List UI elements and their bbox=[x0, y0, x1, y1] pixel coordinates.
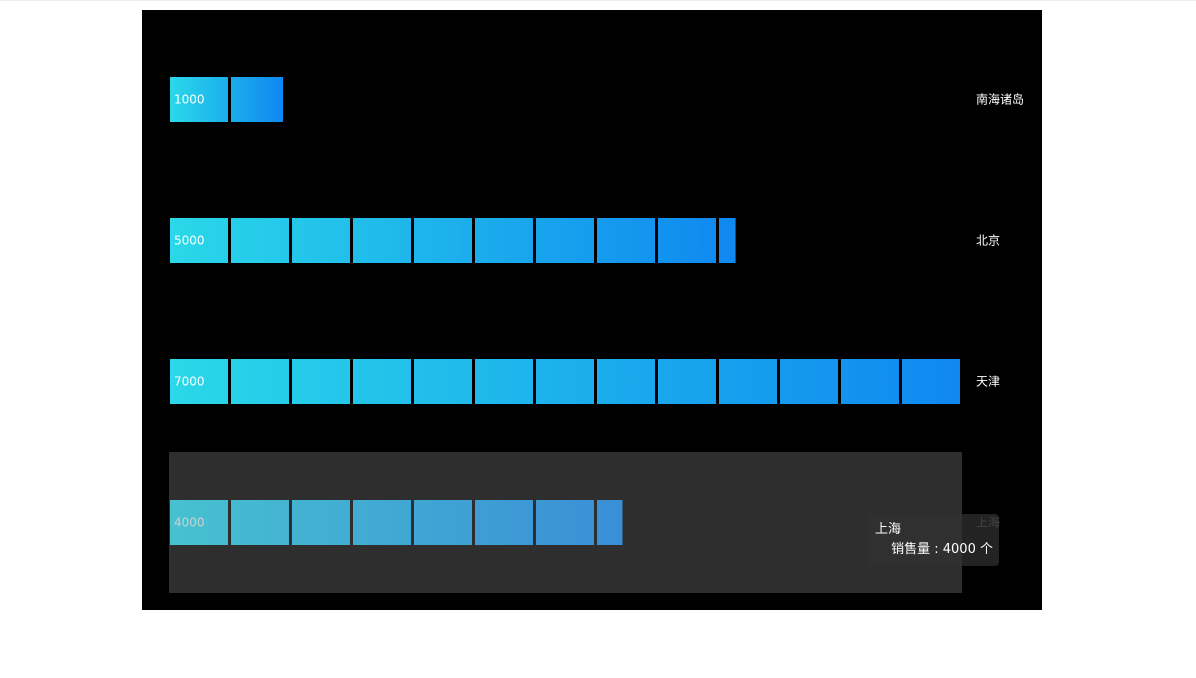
top-divider bbox=[0, 0, 1196, 1]
tooltip-line: 销售量 : 4000 个 bbox=[875, 541, 993, 559]
bar-gap bbox=[655, 359, 658, 404]
bar-value-label: 1000 bbox=[174, 93, 205, 107]
bar-gap bbox=[655, 218, 658, 263]
bar-fill bbox=[170, 359, 962, 404]
category-label: 南海诸岛 bbox=[976, 92, 1024, 107]
bar-gap bbox=[289, 77, 292, 122]
bar-gap bbox=[350, 500, 353, 545]
bar-gap bbox=[899, 359, 902, 404]
bar-gap bbox=[228, 218, 231, 263]
bar-2[interactable] bbox=[170, 218, 838, 263]
bar-fill bbox=[170, 218, 736, 263]
bar-gap bbox=[716, 359, 719, 404]
tooltip-title: 上海 bbox=[875, 522, 902, 537]
bar-segment bbox=[780, 218, 838, 263]
chart-panel: 1000 南海诸岛 5000 北京 7000 天津 4000 上海 上海 销售量 : 4000… bbox=[142, 10, 1042, 610]
bar-gap bbox=[411, 359, 414, 404]
bar-gap bbox=[838, 359, 841, 404]
tooltip-value: 4000 bbox=[942, 542, 976, 557]
bar-gap bbox=[228, 359, 231, 404]
bar-gap bbox=[594, 218, 597, 263]
bar-gap bbox=[228, 500, 231, 545]
bar-4[interactable] bbox=[170, 500, 716, 545]
bar-gap bbox=[350, 359, 353, 404]
bar-fill bbox=[170, 77, 284, 122]
bar-gap bbox=[472, 500, 475, 545]
bar-gap bbox=[289, 500, 292, 545]
bar-gap bbox=[411, 218, 414, 263]
bar-segment bbox=[292, 77, 350, 122]
category-label: 北京 bbox=[976, 234, 1000, 248]
bar-value-label: 4000 bbox=[174, 516, 205, 530]
bar-gap bbox=[411, 500, 414, 545]
tooltip-separator: : bbox=[930, 542, 943, 557]
category-label: 天津 bbox=[976, 375, 1000, 389]
bar-gap bbox=[777, 359, 780, 404]
bar-gap bbox=[289, 359, 292, 404]
bar-gap bbox=[533, 218, 536, 263]
tooltip-unit: 个 bbox=[975, 542, 993, 557]
bar-gap bbox=[777, 218, 780, 263]
bar-gap bbox=[533, 500, 536, 545]
bar-gap bbox=[350, 218, 353, 263]
bar-chart: 1000 南海诸岛 5000 北京 7000 天津 4000 上海 bbox=[169, 77, 1024, 593]
bar-value-label: 5000 bbox=[174, 234, 205, 248]
bar-value-label: 7000 bbox=[174, 375, 205, 389]
bar-gap bbox=[716, 218, 719, 263]
bar-gap bbox=[289, 218, 292, 263]
bar-3[interactable] bbox=[170, 359, 1021, 404]
bar-gap bbox=[228, 77, 231, 122]
bar-gap bbox=[472, 218, 475, 263]
bar-gap bbox=[533, 359, 536, 404]
tooltip-series-name: 销售量 bbox=[891, 542, 931, 557]
bar-gap bbox=[594, 500, 597, 545]
bar-1[interactable] bbox=[170, 77, 350, 122]
bar-gap bbox=[594, 359, 597, 404]
bar-gap bbox=[472, 359, 475, 404]
tooltip: 上海 销售量 : 4000 个 bbox=[869, 514, 999, 566]
bar-fill bbox=[170, 500, 623, 545]
bar-gap bbox=[960, 359, 962, 404]
